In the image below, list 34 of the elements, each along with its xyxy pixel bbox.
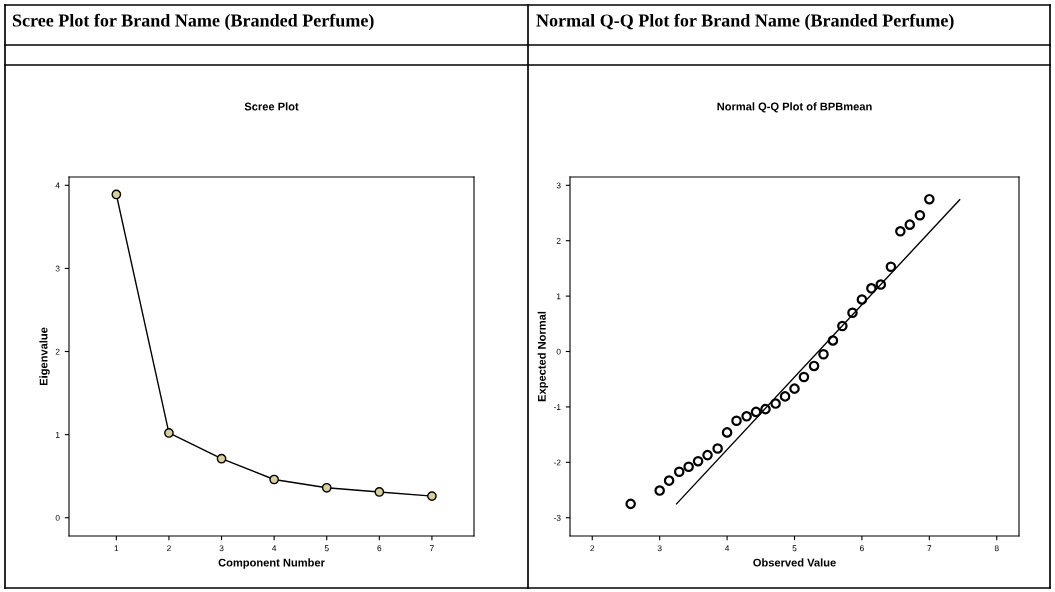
x-axis-title: Observed Value [753, 558, 836, 567]
x-tick-label: 3 [657, 545, 662, 552]
x-tick-label: 3 [219, 545, 224, 552]
x-tick-label: 7 [927, 545, 932, 552]
y-tick-label: 3 [55, 265, 60, 272]
x-tick-label: 4 [272, 545, 277, 552]
x-tick-label: 4 [724, 545, 730, 552]
y-axis-title: Expected Normal [537, 311, 549, 402]
x-tick-label: 5 [792, 545, 797, 552]
x-tick-label: 6 [377, 545, 382, 552]
chart-subtitle: Scree Plot [244, 102, 299, 111]
y-tick-label: 4 [55, 182, 60, 189]
chart-subtitle: Normal Q-Q Plot of BPBmean [717, 102, 872, 113]
y-tick-label: 3 [556, 182, 561, 189]
x-tick-label: 1 [114, 545, 119, 552]
x-axis-title: Component Number [218, 558, 325, 569]
y-tick-label: 1 [55, 431, 60, 438]
x-tick-label: 6 [860, 545, 864, 552]
x-tick-label: 7 [430, 545, 434, 552]
x-tick-label: 5 [324, 545, 329, 552]
y-tick-label: 2 [55, 348, 60, 355]
chart-title: Scree Plot for Brand Name (Branded Perfume) [12, 13, 374, 31]
y-tick-label: -2 [553, 459, 561, 466]
y-axis-title: Eigenvalue [39, 327, 50, 386]
chart-title: Normal Q-Q Plot for Brand Name (Branded Perfume) [536, 13, 954, 31]
x-tick-label: 8 [994, 545, 999, 552]
y-tick-label: 0 [556, 348, 561, 355]
y-tick-label: 2 [556, 237, 561, 244]
y-tick-label: -1 [553, 404, 561, 410]
y-tick-label: 0 [55, 514, 60, 521]
y-tick-label: 1 [556, 293, 561, 300]
x-tick-label: 2 [590, 545, 595, 552]
x-tick-label: 2 [167, 545, 171, 552]
y-tick-label: -3 [553, 514, 561, 521]
